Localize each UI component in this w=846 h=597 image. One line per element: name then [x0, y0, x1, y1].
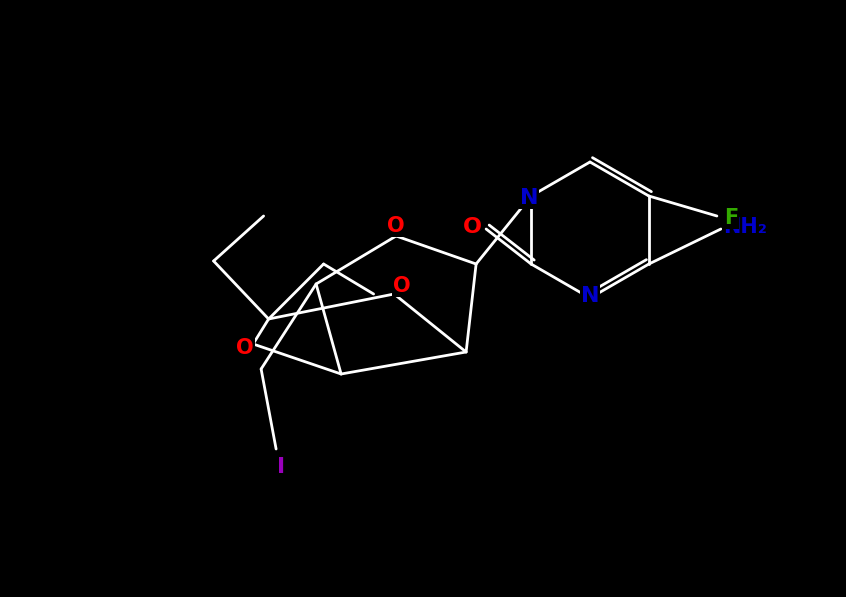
Text: O: O [393, 276, 411, 296]
Text: NH₂: NH₂ [723, 217, 766, 237]
Text: F: F [724, 208, 738, 228]
Text: I: I [277, 457, 285, 477]
Text: O: O [387, 216, 405, 236]
Text: N: N [580, 286, 599, 306]
Text: O: O [463, 217, 481, 237]
Text: N: N [519, 188, 538, 208]
Text: O: O [236, 338, 254, 358]
